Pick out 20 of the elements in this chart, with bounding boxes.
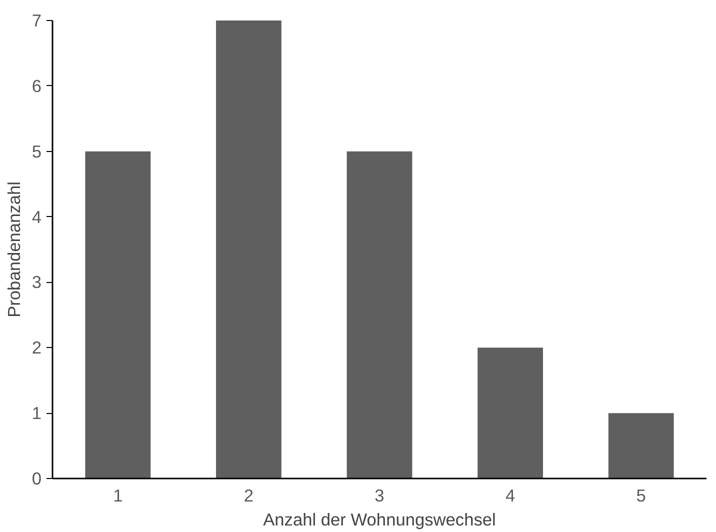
x-tick-label: 5 [636,486,646,506]
y-tick-label: 0 [32,468,42,488]
x-tick-label: 2 [244,486,254,506]
y-tick-label: 6 [32,76,42,96]
y-tick-label: 4 [32,206,42,227]
x-tick-label: 4 [505,486,516,506]
bar [478,348,543,478]
bar [608,413,674,478]
x-tick-label: 1 [113,486,123,506]
bar [216,20,282,478]
y-tick-label: 5 [32,141,42,162]
y-tick-label: 3 [32,272,42,292]
x-axis-title: Anzahl der Wohnungswechsel [263,510,496,530]
y-axis-title: Probandenanzahl [4,182,24,318]
y-tick-label: 2 [32,338,42,358]
bar [85,151,151,478]
bar [346,151,412,478]
y-tick-label: 7 [32,10,42,30]
y-tick-label: 1 [32,403,42,424]
x-tick-label: 3 [374,486,384,506]
